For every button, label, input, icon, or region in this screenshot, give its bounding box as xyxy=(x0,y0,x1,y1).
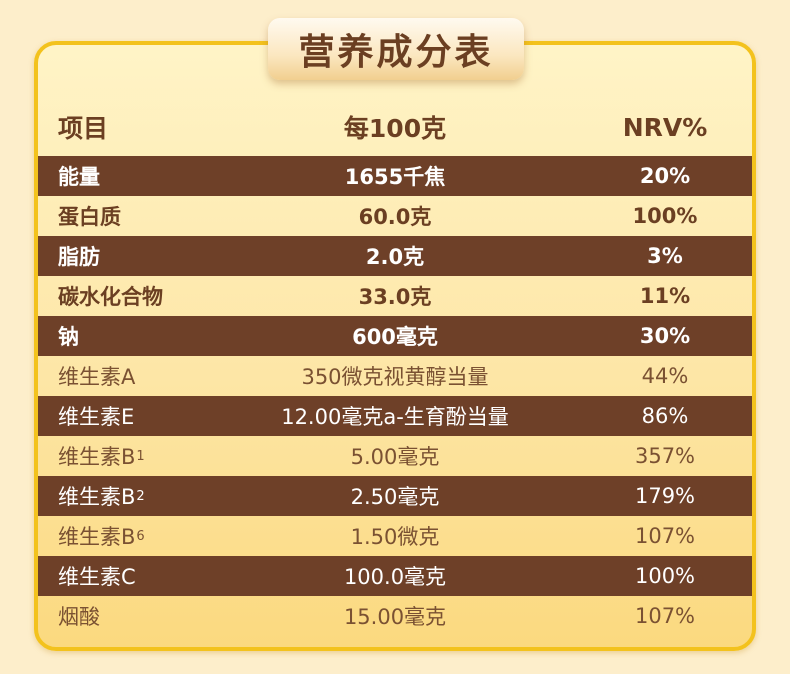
table-header: 项目 每100克 NRV% xyxy=(38,104,752,150)
header-item: 项目 xyxy=(58,114,109,143)
row-name: 脂肪 xyxy=(58,245,100,269)
row-amount: 12.00毫克a-生育酚当量 xyxy=(281,405,509,429)
row-name: 烟酸 xyxy=(58,605,100,629)
row-amount: 15.00毫克 xyxy=(343,605,447,629)
table-row: 维生素B 1 5.00毫克 357% xyxy=(38,436,752,476)
row-nrv: 107% xyxy=(634,524,696,548)
row-nrv: 86% xyxy=(641,404,689,428)
row-amount: 1655千焦 xyxy=(344,165,446,189)
table-row: 脂肪 2.0克 3% xyxy=(38,236,752,276)
page-title: 营养成分表 xyxy=(268,18,524,80)
row-name: 维生素E xyxy=(58,405,135,429)
row-name: 维生素C xyxy=(58,565,136,589)
row-name: 维生素A xyxy=(58,365,136,389)
row-name-subscript: 2 xyxy=(136,488,145,504)
table-row: 维生素B 6 1.50微克 107% xyxy=(38,516,752,556)
row-amount: 600毫克 xyxy=(352,325,438,349)
table-row: 维生素A 350微克视黄醇当量 44% xyxy=(38,356,752,396)
row-name-cell: 维生素B 6 xyxy=(58,516,145,556)
row-nrv: 30% xyxy=(639,324,691,348)
row-nrv: 44% xyxy=(641,364,689,388)
row-name-subscript: 6 xyxy=(136,528,145,544)
row-name-cell: 维生素B 1 xyxy=(58,436,145,476)
row-nrv: 100% xyxy=(634,564,696,588)
row-name: 碳水化合物 xyxy=(58,285,163,309)
row-nrv: 100% xyxy=(632,204,698,228)
row-amount: 5.00毫克 xyxy=(350,445,440,469)
row-name: 钠 xyxy=(58,325,79,349)
table-row: 维生素B 2 2.50毫克 179% xyxy=(38,476,752,516)
row-amount: 350微克视黄醇当量 xyxy=(301,365,489,389)
row-nrv: 107% xyxy=(634,604,696,628)
table-row: 维生素E 12.00毫克a-生育酚当量 86% xyxy=(38,396,752,436)
row-name: 蛋白质 xyxy=(58,205,121,229)
row-name: 维生素B xyxy=(58,525,136,549)
table-row: 钠 600毫克 30% xyxy=(38,316,752,356)
row-name-subscript: 1 xyxy=(136,448,145,464)
header-nrv: NRV% xyxy=(622,112,708,142)
header-per100g: 每100克 xyxy=(343,114,447,143)
row-nrv: 3% xyxy=(647,244,683,268)
table-row: 碳水化合物 33.0克 11% xyxy=(38,276,752,316)
row-name-cell: 维生素B 2 xyxy=(58,476,145,516)
table-row: 维生素C 100.0毫克 100% xyxy=(38,556,752,596)
row-amount: 1.50微克 xyxy=(350,525,440,549)
row-nrv: 179% xyxy=(634,484,696,508)
row-name: 维生素B xyxy=(58,485,136,509)
row-name: 能量 xyxy=(58,165,100,189)
row-amount: 60.0克 xyxy=(358,205,432,229)
nutrition-table: 能量 1655千焦 20% 蛋白质 60.0克 100% 脂肪 2.0克 3% … xyxy=(38,156,752,636)
row-nrv: 357% xyxy=(634,444,696,468)
table-row: 能量 1655千焦 20% xyxy=(38,156,752,196)
row-name: 维生素B xyxy=(58,445,136,469)
row-amount: 100.0毫克 xyxy=(343,565,447,589)
table-row: 烟酸 15.00毫克 107% xyxy=(38,596,752,636)
row-amount: 2.50毫克 xyxy=(350,485,440,509)
row-nrv: 20% xyxy=(639,164,691,188)
row-amount: 33.0克 xyxy=(358,285,432,309)
table-row: 蛋白质 60.0克 100% xyxy=(38,196,752,236)
row-nrv: 11% xyxy=(639,284,691,308)
row-amount: 2.0克 xyxy=(365,245,425,269)
